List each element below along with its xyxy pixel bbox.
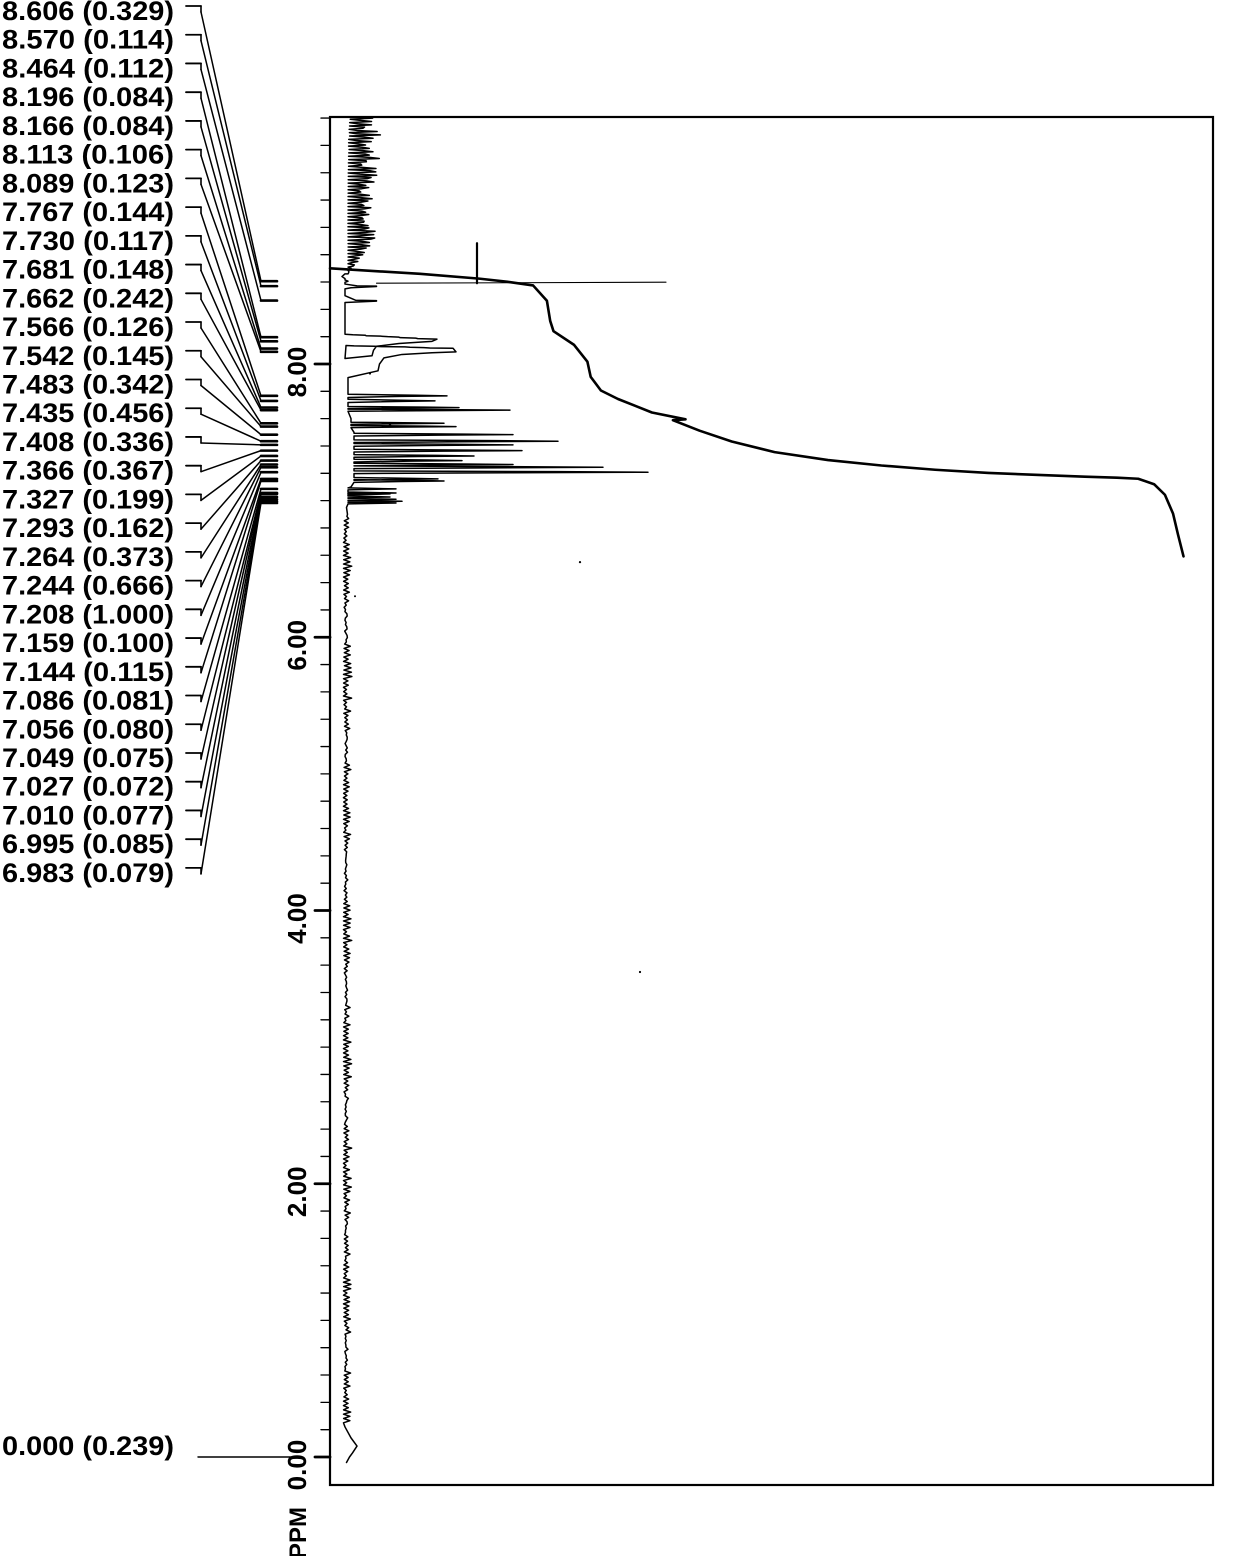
svg-text:7.144 (0.115): 7.144 (0.115) <box>2 657 174 687</box>
svg-text:7.542 (0.145): 7.542 (0.145) <box>2 341 174 371</box>
svg-text:7.293 (0.162): 7.293 (0.162) <box>2 513 174 543</box>
svg-text:7.327 (0.199): 7.327 (0.199) <box>2 484 174 514</box>
svg-text:8.464 (0.112): 8.464 (0.112) <box>2 53 174 83</box>
svg-text:4.00: 4.00 <box>282 893 312 944</box>
svg-text:7.049 (0.075): 7.049 (0.075) <box>2 743 174 773</box>
svg-text:8.166 (0.084): 8.166 (0.084) <box>2 111 174 141</box>
svg-text:7.366 (0.367): 7.366 (0.367) <box>2 456 174 486</box>
svg-text:0.00: 0.00 <box>282 1440 312 1491</box>
svg-text:7.056 (0.080): 7.056 (0.080) <box>2 714 174 744</box>
svg-text:7.208 (1.000): 7.208 (1.000) <box>2 599 174 629</box>
svg-text:8.113 (0.106): 8.113 (0.106) <box>2 140 174 170</box>
svg-text:PPM: PPM <box>285 1507 312 1556</box>
svg-text:7.159 (0.100): 7.159 (0.100) <box>2 628 174 658</box>
svg-text:7.483 (0.342): 7.483 (0.342) <box>2 369 174 399</box>
svg-text:7.767 (0.144): 7.767 (0.144) <box>2 197 174 227</box>
svg-text:6.995 (0.085): 6.995 (0.085) <box>2 829 174 859</box>
svg-text:0.000 (0.239): 0.000 (0.239) <box>2 1431 174 1461</box>
svg-text:8.606 (0.329): 8.606 (0.329) <box>2 0 174 26</box>
svg-text:7.681 (0.148): 7.681 (0.148) <box>2 255 174 285</box>
svg-text:7.662 (0.242): 7.662 (0.242) <box>2 283 174 313</box>
svg-text:7.264 (0.373): 7.264 (0.373) <box>2 542 174 572</box>
svg-text:8.570 (0.114): 8.570 (0.114) <box>2 25 174 55</box>
svg-text:7.566 (0.126): 7.566 (0.126) <box>2 312 174 342</box>
svg-text:8.00: 8.00 <box>282 347 312 398</box>
svg-text:7.244 (0.666): 7.244 (0.666) <box>2 571 174 601</box>
svg-text:7.435 (0.456): 7.435 (0.456) <box>2 398 174 428</box>
svg-text:7.027 (0.072): 7.027 (0.072) <box>2 772 174 802</box>
svg-text:7.010 (0.077): 7.010 (0.077) <box>2 800 174 830</box>
svg-text:6.983 (0.079): 6.983 (0.079) <box>2 858 174 888</box>
svg-text:8.089 (0.123): 8.089 (0.123) <box>2 168 174 198</box>
svg-text:8.196 (0.084): 8.196 (0.084) <box>2 82 174 112</box>
svg-text:2.00: 2.00 <box>282 1166 312 1217</box>
svg-text:7.730 (0.117): 7.730 (0.117) <box>2 226 174 256</box>
svg-text:6.00: 6.00 <box>282 620 312 671</box>
svg-text:7.408 (0.336): 7.408 (0.336) <box>2 427 174 457</box>
svg-text:7.086 (0.081): 7.086 (0.081) <box>2 686 174 716</box>
